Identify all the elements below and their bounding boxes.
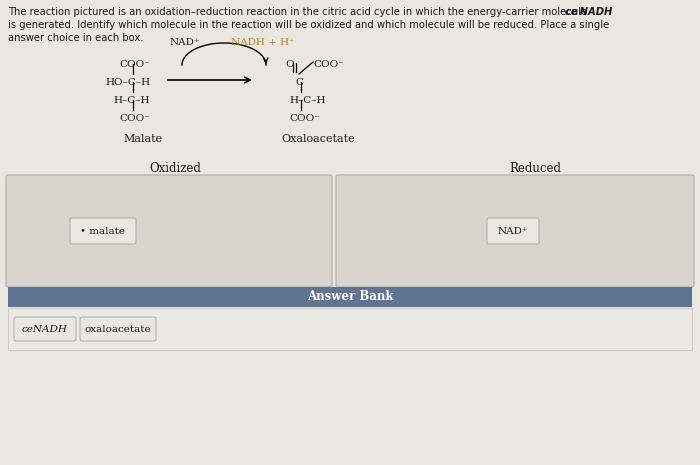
- Text: answer choice in each box.: answer choice in each box.: [8, 33, 143, 43]
- Text: Reduced: Reduced: [509, 162, 561, 175]
- Text: O: O: [285, 60, 293, 69]
- Text: • malate: • malate: [80, 226, 125, 235]
- Text: H–C–H: H–C–H: [289, 96, 326, 105]
- FancyBboxPatch shape: [6, 175, 332, 287]
- Text: ceNADH: ceNADH: [22, 325, 68, 333]
- FancyBboxPatch shape: [80, 317, 156, 341]
- Text: Oxidized: Oxidized: [149, 162, 201, 175]
- Text: oxaloacetate: oxaloacetate: [85, 325, 151, 333]
- FancyBboxPatch shape: [70, 218, 136, 244]
- Text: NADH + H⁺: NADH + H⁺: [231, 38, 295, 47]
- Text: Oxaloacetate: Oxaloacetate: [281, 134, 355, 144]
- Text: ce NADH: ce NADH: [565, 7, 612, 17]
- Text: C: C: [295, 78, 303, 87]
- FancyBboxPatch shape: [336, 175, 694, 287]
- Text: The reaction pictured is an oxidation–reduction reaction in the citric acid cycl: The reaction pictured is an oxidation–re…: [8, 7, 590, 17]
- Text: COO⁻: COO⁻: [313, 60, 344, 69]
- Text: NAD⁺: NAD⁺: [170, 38, 200, 47]
- Bar: [8, 287, 692, 307]
- Text: HO–C–H: HO–C–H: [105, 78, 150, 87]
- Text: is generated. Identify which molecule in the reaction will be oxidized and which: is generated. Identify which molecule in…: [8, 20, 609, 30]
- Text: COO⁻: COO⁻: [289, 114, 320, 123]
- Text: Answer Bank: Answer Bank: [307, 291, 393, 304]
- Text: H–C–H: H–C–H: [113, 96, 150, 105]
- Text: COO⁻: COO⁻: [119, 60, 150, 69]
- Bar: [8, 308, 692, 350]
- Text: COO⁻: COO⁻: [119, 114, 150, 123]
- Text: Malate: Malate: [123, 134, 162, 144]
- FancyBboxPatch shape: [487, 218, 539, 244]
- Text: NAD⁺: NAD⁺: [498, 226, 528, 235]
- FancyBboxPatch shape: [14, 317, 76, 341]
